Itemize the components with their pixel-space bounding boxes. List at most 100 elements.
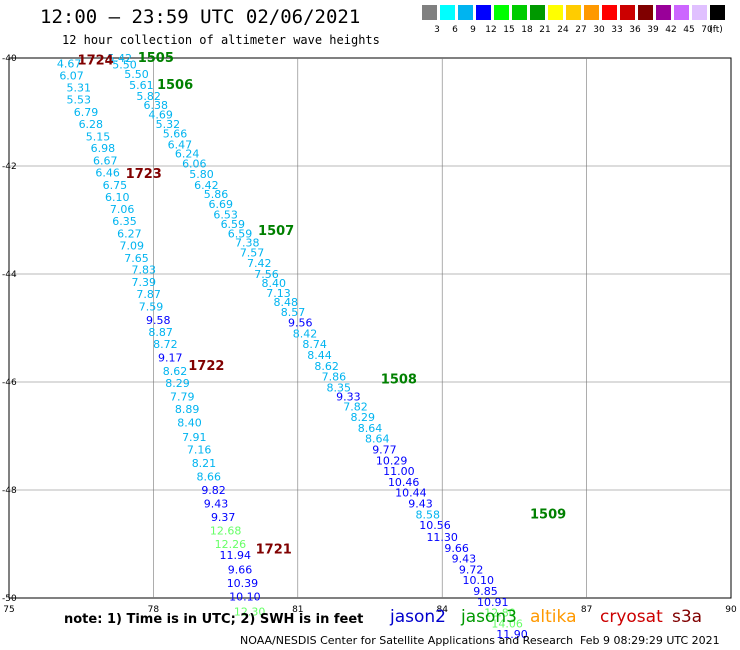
wave-height-label: 5.53 xyxy=(67,94,92,107)
lon-tick-label: 78 xyxy=(148,605,160,615)
wave-height-label: 8.87 xyxy=(148,326,173,339)
wave-height-label: 7.83 xyxy=(132,264,157,277)
wave-height-label: 7.56 xyxy=(254,268,279,281)
legend-label: 27 xyxy=(575,25,587,35)
wave-height-label: 10.44 xyxy=(395,487,427,500)
lat-tick-label: -44 xyxy=(2,270,17,280)
wave-height-label: 7.86 xyxy=(322,371,347,384)
wave-height-label: 8.64 xyxy=(365,433,390,446)
wave-height-label: 5.42 xyxy=(107,52,132,65)
wave-height-label: 4.67 xyxy=(57,57,82,70)
wave-height-label: 6.79 xyxy=(74,106,99,119)
track-label: 1724 xyxy=(78,54,114,69)
wave-height-label: 10.56 xyxy=(419,519,451,532)
wave-height-label: 9.85 xyxy=(473,585,498,598)
wave-height-label: 12.30 xyxy=(234,606,266,619)
legend-label: 3 xyxy=(434,25,440,35)
wave-height-label: 5.86 xyxy=(204,188,229,201)
satellite-name-jason2: jason2 xyxy=(390,607,446,627)
wave-height-label: 12.68 xyxy=(210,525,242,538)
wave-height-label: 7.38 xyxy=(235,237,260,250)
map-frame xyxy=(8,57,732,599)
wave-height-label: 11.90 xyxy=(496,628,528,641)
footer-note: note: 1) Time is in UTC; 2) SWH is in fe… xyxy=(64,612,364,627)
legend-swatch xyxy=(512,5,527,20)
wave-height-label: 8.40 xyxy=(261,277,286,290)
wave-height-label: 8.74 xyxy=(302,338,327,351)
wave-height-label: 6.24 xyxy=(175,148,200,161)
legend-label: 45 xyxy=(683,25,695,35)
wave-height-label: 8.35 xyxy=(326,381,351,394)
wave-height-label: 6.67 xyxy=(93,155,118,168)
satellite-name-s3a: s3a xyxy=(672,607,703,627)
lat-tick-label: -40 xyxy=(2,54,17,64)
legend-swatch xyxy=(692,5,707,20)
legend-label: 33 xyxy=(611,25,623,35)
wave-height-label: 5.80 xyxy=(189,168,214,181)
wave-height-label: 8.57 xyxy=(281,306,306,319)
wave-height-label: 6.47 xyxy=(168,138,193,151)
wave-height-label: 8.62 xyxy=(314,360,339,373)
wave-height-label: 6.35 xyxy=(112,215,137,228)
wave-height-label: 8.40 xyxy=(177,417,202,430)
wave-height-label: 10.10 xyxy=(463,574,495,587)
track-label: 1722 xyxy=(188,359,224,374)
wave-height-label: 6.07 xyxy=(59,69,84,82)
lon-tick-label: 84 xyxy=(436,605,448,615)
legend-swatch xyxy=(620,5,635,20)
legend-swatch xyxy=(584,5,599,20)
wave-height-label: 9.58 xyxy=(146,314,171,327)
wave-height-label: 5.32 xyxy=(156,118,181,131)
wave-height-label: 6.59 xyxy=(221,218,246,231)
wave-height-label: 7.42 xyxy=(247,257,272,270)
track-label: 1505 xyxy=(138,51,174,66)
wave-height-label: 8.64 xyxy=(358,422,383,435)
wave-height-label: 10.29 xyxy=(376,454,408,467)
wave-height-label: 11.30 xyxy=(426,531,458,544)
legend-swatch xyxy=(530,5,545,20)
wave-height-label: 7.57 xyxy=(240,246,265,259)
wave-height-label: 9.17 xyxy=(158,352,183,365)
legend-label: 24 xyxy=(557,25,569,35)
wave-height-label: 9.72 xyxy=(459,563,484,576)
wave-height-label: 8.62 xyxy=(163,365,188,378)
wave-height-label: 6.42 xyxy=(194,179,219,192)
wave-height-label: 6.46 xyxy=(95,166,120,179)
legend-swatch xyxy=(710,5,725,20)
wave-height-label: 9.43 xyxy=(452,553,477,566)
lon-tick-label: 81 xyxy=(292,605,303,615)
legend-label: 30 xyxy=(593,25,605,35)
legend-swatch xyxy=(440,5,455,20)
wave-height-label: 8.21 xyxy=(192,457,217,470)
legend-swatch xyxy=(494,5,509,20)
credit-text: NOAA/NESDIS Center for Satellite Applica… xyxy=(240,634,574,647)
wave-height-label: 6.69 xyxy=(209,198,234,211)
legend-swatch xyxy=(638,5,653,20)
wave-height-label: 8.29 xyxy=(351,411,376,424)
page-subtitle: 12 hour collection of altimeter wave hei… xyxy=(62,33,380,47)
wave-height-label: 11.00 xyxy=(383,465,415,478)
wave-height-label: 10.91 xyxy=(477,596,509,609)
wave-height-label: 7.87 xyxy=(136,288,161,301)
legend-label: 42 xyxy=(665,25,677,35)
wave-height-label: 8.42 xyxy=(293,327,318,340)
wave-height-label: 8.44 xyxy=(307,349,332,362)
wave-height-label: 7.06 xyxy=(110,203,135,216)
wave-height-label: 12.26 xyxy=(215,538,247,551)
legend-swatch xyxy=(656,5,671,20)
wave-height-label: 5.61 xyxy=(129,79,154,92)
legend-swatch xyxy=(674,5,689,20)
wave-height-label: 8.89 xyxy=(175,403,200,416)
wave-height-label: 7.09 xyxy=(119,239,144,252)
lon-tick-label: 75 xyxy=(3,605,14,615)
lat-tick-label: -50 xyxy=(2,594,17,604)
legend-label: 21 xyxy=(539,25,551,35)
legend-swatch xyxy=(548,5,563,20)
track-label: 1507 xyxy=(258,224,294,239)
wave-height-label: 9.82 xyxy=(201,484,226,497)
wave-height-label: 7.13 xyxy=(266,287,291,300)
legend-label: 70 xyxy=(701,25,713,35)
wave-height-label: 6.27 xyxy=(117,228,142,241)
legend-unit: (ft) xyxy=(709,25,723,35)
